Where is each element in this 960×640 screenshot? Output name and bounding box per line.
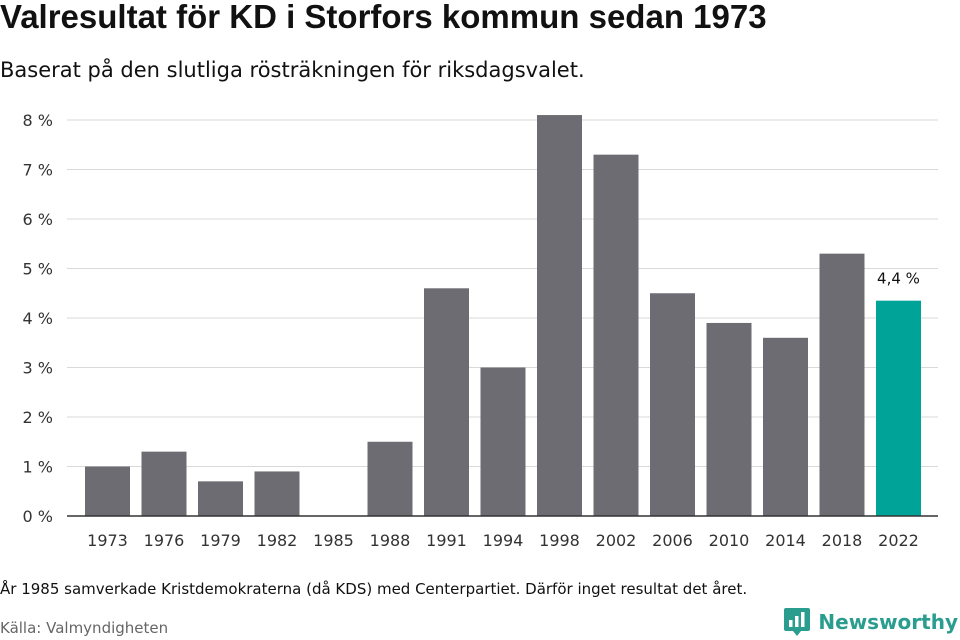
bar-2010 bbox=[706, 322, 752, 516]
bar-2014 bbox=[763, 337, 808, 516]
brand-name: Newsworthy bbox=[818, 610, 958, 634]
newsworthy-logo-icon bbox=[784, 608, 811, 636]
bar-1988 bbox=[367, 441, 413, 516]
x-tick-label: 2014 bbox=[765, 531, 806, 550]
x-tick-label: 1998 bbox=[539, 531, 580, 550]
x-tick-label: 1979 bbox=[200, 531, 241, 550]
x-tick-label: 1982 bbox=[257, 531, 298, 550]
bar-2006 bbox=[650, 293, 695, 516]
data-label: 4,4 % bbox=[877, 270, 920, 288]
bar-2002 bbox=[593, 154, 639, 516]
x-tick-label: 2006 bbox=[652, 531, 693, 550]
chart-footnote: År 1985 samverkade Kristdemokraterna (då… bbox=[0, 580, 748, 598]
bar-1973 bbox=[85, 466, 130, 516]
x-tick-label: 2002 bbox=[596, 531, 637, 550]
y-tick-label: 1 % bbox=[23, 458, 53, 477]
bar-2022 bbox=[876, 300, 921, 516]
chart-subtitle: Baserat på den slutliga rösträkningen fö… bbox=[0, 58, 585, 82]
x-tick-label: 1991 bbox=[426, 531, 467, 550]
bar-1982 bbox=[254, 471, 300, 516]
x-tick-label: 1988 bbox=[370, 531, 411, 550]
y-tick-label: 4 % bbox=[23, 309, 53, 328]
bar-2018 bbox=[819, 253, 865, 516]
bar-1976 bbox=[141, 451, 187, 516]
x-tick-label: 2010 bbox=[709, 531, 750, 550]
x-tick-label: 1994 bbox=[483, 531, 524, 550]
x-tick-label: 2018 bbox=[822, 531, 863, 550]
y-tick-label: 3 % bbox=[23, 359, 53, 378]
x-tick-label: 2022 bbox=[878, 531, 919, 550]
y-tick-label: 5 % bbox=[23, 260, 53, 279]
y-tick-label: 6 % bbox=[23, 210, 53, 229]
chart-title: Valresultat för KD i Storfors kommun sed… bbox=[0, 0, 767, 35]
bar-1991 bbox=[424, 288, 469, 516]
x-tick-label: 1976 bbox=[144, 531, 185, 550]
bar-1998 bbox=[537, 115, 582, 517]
x-tick-label: 1985 bbox=[313, 531, 354, 550]
x-tick-label: 1973 bbox=[87, 531, 128, 550]
y-tick-label: 0 % bbox=[23, 507, 53, 526]
bar-1994 bbox=[480, 367, 526, 516]
y-tick-label: 7 % bbox=[23, 161, 53, 180]
brand-logo: Newsworthy bbox=[784, 608, 958, 636]
y-tick-label: 2 % bbox=[23, 408, 53, 427]
bar-chart: 0 % 1 % 2 % 3 % 4 % 5 % 6 % 7 % 8 % 1973 1976 1979 1… bbox=[23, 111, 938, 550]
source-note: Källa: Valmyndigheten bbox=[0, 619, 169, 637]
y-tick-label: 8 % bbox=[23, 111, 53, 130]
bar-1979 bbox=[198, 481, 243, 516]
